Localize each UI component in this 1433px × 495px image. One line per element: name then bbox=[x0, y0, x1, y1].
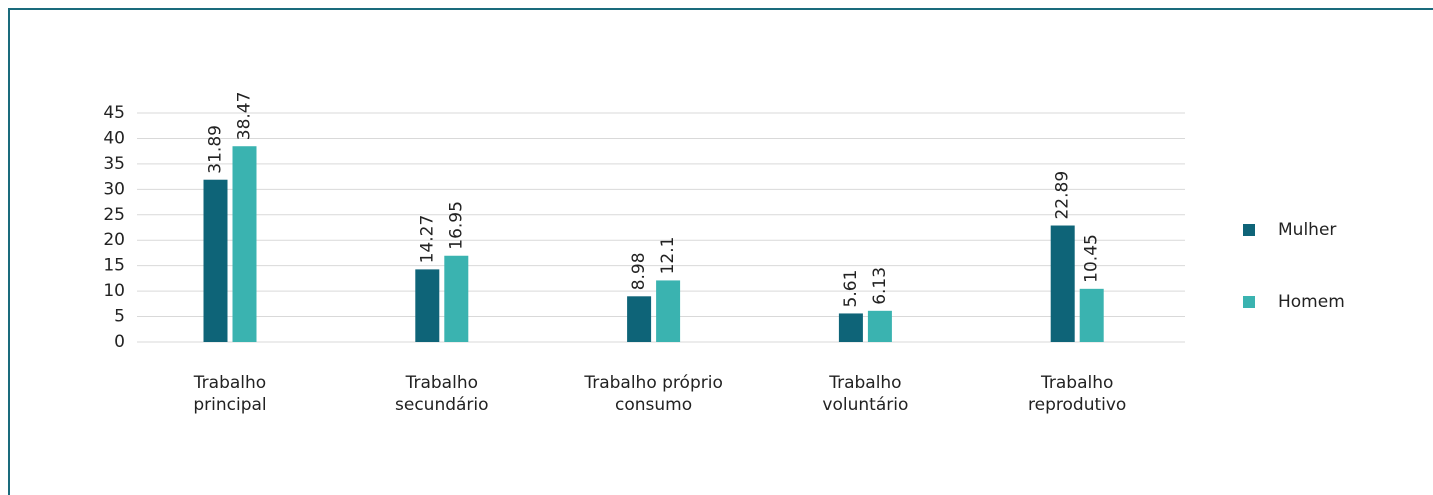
value-label: 16.95 bbox=[446, 201, 466, 250]
y-tick-label: 0 bbox=[114, 332, 125, 352]
x-tick-label-line: Trabalho bbox=[193, 373, 266, 393]
legend-swatch bbox=[1243, 224, 1255, 236]
x-tick-label: Trabalho voluntário bbox=[822, 373, 908, 415]
y-tick-label: 10 bbox=[103, 281, 125, 301]
y-tick-label: 45 bbox=[103, 103, 125, 123]
legend-label: Homem bbox=[1278, 292, 1345, 312]
x-tick-label: Trabalho principal bbox=[193, 373, 267, 415]
x-tick-label-line: reprodutivo bbox=[1028, 395, 1126, 415]
frame bbox=[8, 8, 1433, 495]
y-tick-label: 25 bbox=[103, 205, 125, 225]
bar bbox=[867, 310, 892, 342]
x-tick-label-line: Trabalho bbox=[1040, 373, 1113, 393]
value-label: 14.27 bbox=[417, 215, 437, 264]
y-tick-label: 20 bbox=[103, 230, 125, 250]
value-label: 8.98 bbox=[629, 252, 649, 290]
y-tick-label: 35 bbox=[103, 154, 125, 174]
bar bbox=[444, 255, 469, 342]
x-tick-label-line: Trabalho bbox=[828, 373, 901, 393]
x-tick-label-line: secundário bbox=[395, 395, 489, 415]
bar bbox=[232, 146, 257, 342]
bar bbox=[1079, 288, 1104, 342]
value-label: 12.1 bbox=[658, 237, 678, 275]
bar bbox=[203, 179, 228, 342]
value-label: 31.89 bbox=[206, 125, 226, 174]
legend-swatch bbox=[1243, 296, 1255, 308]
x-tick-label-line: principal bbox=[193, 395, 266, 415]
bar bbox=[627, 296, 652, 342]
bar bbox=[656, 280, 681, 342]
x-tick-label: Trabalho reprodutivo bbox=[1028, 373, 1126, 415]
value-label: 6.13 bbox=[870, 267, 890, 305]
x-tick-label-line: consumo bbox=[615, 395, 692, 415]
legend-label: Mulher bbox=[1278, 220, 1336, 240]
x-tick-label: Trabalho próprio consumo bbox=[583, 373, 723, 415]
y-tick-label: 15 bbox=[103, 256, 125, 276]
x-tick-label-line: voluntário bbox=[822, 395, 908, 415]
bar bbox=[1050, 225, 1075, 342]
y-tick-label: 40 bbox=[103, 128, 125, 148]
y-tick-label: 5 bbox=[114, 307, 125, 327]
x-tick-label-line: Trabalho bbox=[405, 373, 478, 393]
y-tick-label: 30 bbox=[103, 179, 125, 199]
value-label: 38.47 bbox=[235, 92, 255, 141]
value-label: 10.45 bbox=[1082, 234, 1102, 283]
bar bbox=[415, 269, 440, 342]
value-label: 22.89 bbox=[1053, 171, 1073, 220]
value-label: 5.61 bbox=[841, 270, 861, 308]
x-tick-label: Trabalho secundário bbox=[395, 373, 489, 415]
x-tick-label-line: Trabalho próprio bbox=[583, 373, 723, 393]
bar bbox=[838, 313, 863, 342]
